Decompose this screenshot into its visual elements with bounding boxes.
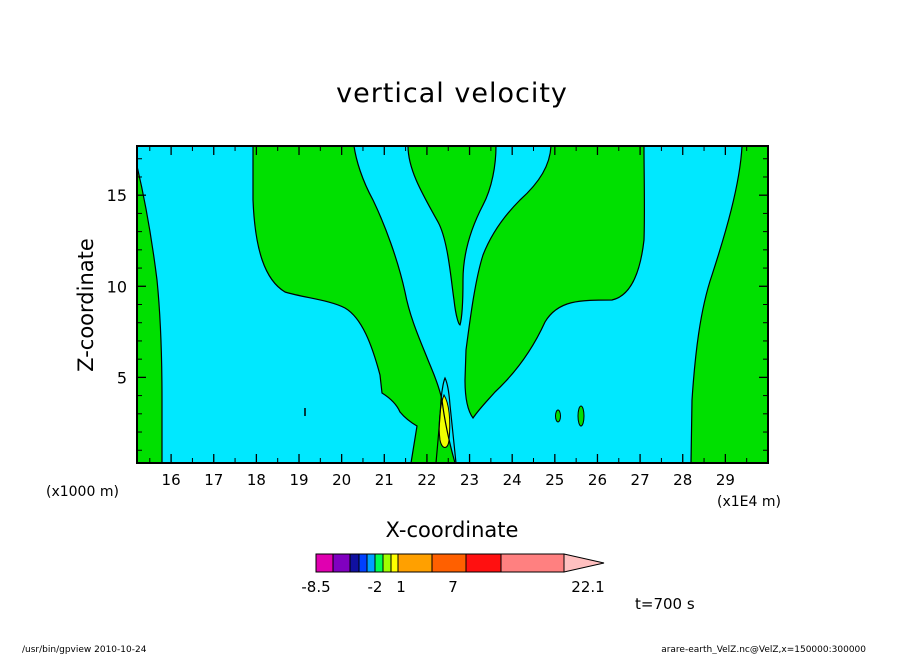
footer-right: arare-earth_VelZ.nc@VelZ,x=150000:300000: [661, 645, 866, 654]
y-tick-label: 10: [107, 277, 127, 296]
x-tick-label: 21: [375, 471, 394, 489]
x-tick-label: 20: [332, 471, 351, 489]
x-tick-label: 19: [289, 471, 308, 489]
colorbar-arrow: [563, 553, 605, 573]
y-axis-ticks: 5 10 15: [107, 158, 768, 451]
contour-region-upper-right: [465, 146, 645, 418]
x-tick-label: 29: [716, 471, 735, 489]
x-tick-label: 24: [503, 471, 522, 489]
contour-spot-1: [555, 409, 561, 423]
colorbar-box: [431, 553, 467, 573]
colorbar-box: [500, 553, 565, 573]
x-unit-left: (x1000 m): [46, 484, 119, 500]
contour-region-center-top: [408, 146, 496, 325]
colorbar-tick-label: 1: [396, 578, 406, 596]
colorbar-box: [382, 553, 392, 573]
colorbar-tick-label: -8.5: [301, 578, 330, 596]
x-tick-label: 26: [588, 471, 607, 489]
time-label: t=700 s: [635, 595, 695, 613]
contour-region-upper-left: [253, 146, 455, 463]
colorbar-box: [332, 553, 351, 573]
colorbar-box: [366, 553, 376, 573]
colorbar-tick-label: -2: [368, 578, 383, 596]
colorbar-box: [315, 553, 334, 573]
x-axis-label: X-coordinate: [386, 518, 519, 542]
x-tick-label: 28: [673, 471, 692, 489]
x-tick-label: 16: [162, 471, 181, 489]
colorbar: [315, 553, 605, 573]
colorbar-tick-label: 22.1: [571, 578, 604, 596]
plot-area: [136, 145, 769, 464]
colorbar-box: [397, 553, 433, 573]
colorbar-labels: -8.5 -2 1 7 22.1: [301, 578, 604, 596]
x-unit-right: (x1E4 m): [717, 494, 781, 510]
x-tick-label: 23: [460, 471, 479, 489]
y-axis-label: Z-coordinate: [74, 238, 98, 372]
contour-region-right: [691, 146, 768, 463]
x-tick-label: 17: [204, 471, 223, 489]
colorbar-box: [390, 553, 399, 573]
x-axis-ticks: 16 17 18 19 20 21 22 23 24 25 26 27 28 29: [149, 146, 748, 489]
colorbar-box: [358, 553, 368, 573]
x-tick-label: 27: [631, 471, 650, 489]
contour-spot-2: [577, 405, 585, 427]
colorbar-box: [465, 553, 502, 573]
contour-region-left: [137, 146, 162, 463]
x-tick-label: 25: [545, 471, 564, 489]
x-tick-label: 18: [247, 471, 266, 489]
y-tick-label: 5: [117, 368, 127, 387]
colorbar-box: [374, 553, 384, 573]
contour-lines: [136, 145, 743, 464]
y-tick-label: 15: [107, 186, 127, 205]
footer-left: /usr/bin/gpview 2010-10-24: [22, 645, 147, 654]
colorbar-box: [349, 553, 360, 573]
chart-title: vertical velocity: [336, 78, 568, 109]
colorbar-tick-label: 7: [448, 578, 458, 596]
x-tick-label: 22: [417, 471, 436, 489]
